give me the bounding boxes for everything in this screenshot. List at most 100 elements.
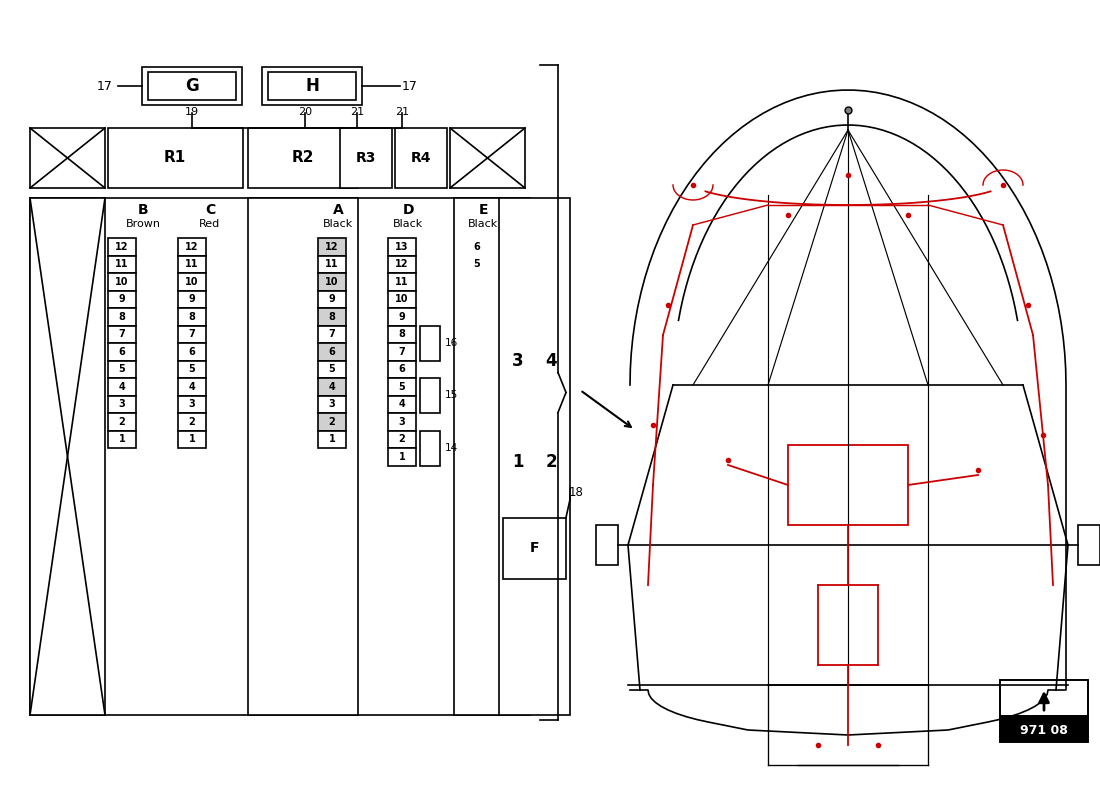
Text: 3: 3	[119, 399, 125, 410]
Bar	[388, 395, 416, 413]
Bar	[318, 395, 346, 413]
Text: 6: 6	[398, 364, 406, 374]
Bar	[248, 198, 358, 715]
Bar	[108, 413, 136, 430]
Bar	[1000, 680, 1088, 742]
Text: 8: 8	[188, 312, 196, 322]
Text: F: F	[530, 541, 539, 555]
Text: 2: 2	[329, 417, 336, 426]
Text: 5: 5	[398, 382, 406, 392]
Bar	[458, 238, 496, 255]
Bar	[108, 255, 136, 273]
Text: 7: 7	[398, 346, 406, 357]
Bar	[503, 308, 534, 413]
Text: 20: 20	[298, 107, 312, 117]
Text: R4: R4	[410, 151, 431, 165]
Text: 4: 4	[188, 382, 196, 392]
Text: Brown: Brown	[125, 219, 161, 229]
Bar	[420, 378, 440, 413]
Bar	[262, 67, 362, 105]
Bar	[340, 128, 392, 188]
Bar	[536, 308, 566, 413]
Bar	[318, 343, 346, 361]
Text: 1: 1	[513, 453, 524, 470]
Text: 1: 1	[119, 434, 125, 444]
Bar	[318, 308, 346, 326]
Text: B: B	[138, 203, 148, 217]
Bar	[318, 290, 346, 308]
Bar	[318, 413, 346, 430]
Text: 11: 11	[116, 259, 129, 270]
Bar	[420, 326, 440, 361]
Text: 971 08: 971 08	[1020, 723, 1068, 737]
Text: 10: 10	[326, 277, 339, 286]
Bar	[388, 238, 416, 255]
Bar	[318, 238, 346, 255]
Text: 12: 12	[326, 242, 339, 252]
Bar	[388, 290, 416, 308]
Text: 21: 21	[395, 107, 409, 117]
Bar	[178, 255, 206, 273]
Text: H: H	[305, 77, 319, 95]
Bar	[318, 361, 346, 378]
Text: 12: 12	[395, 259, 409, 270]
Bar	[318, 430, 346, 448]
Text: 6: 6	[329, 346, 336, 357]
Bar	[108, 430, 136, 448]
Bar	[178, 395, 206, 413]
Bar	[108, 238, 136, 255]
Bar	[178, 413, 206, 430]
Text: 3: 3	[188, 399, 196, 410]
Bar	[108, 395, 136, 413]
Text: 12: 12	[185, 242, 199, 252]
Text: 10: 10	[116, 277, 129, 286]
Text: 7: 7	[119, 330, 125, 339]
Bar	[148, 72, 236, 100]
Bar	[454, 198, 500, 715]
Text: 7: 7	[188, 330, 196, 339]
Bar	[388, 343, 416, 361]
Text: 2: 2	[188, 417, 196, 426]
Bar	[142, 67, 242, 105]
Text: 9: 9	[398, 312, 406, 322]
Bar	[388, 308, 416, 326]
Bar	[318, 273, 346, 290]
Bar	[108, 361, 136, 378]
Bar	[458, 255, 496, 273]
Bar	[395, 128, 447, 188]
Bar	[388, 378, 416, 395]
Text: 15: 15	[446, 390, 459, 401]
Text: 19: 19	[185, 107, 199, 117]
Text: 2: 2	[119, 417, 125, 426]
Bar	[788, 445, 908, 525]
Bar	[499, 198, 570, 715]
Text: 18: 18	[569, 486, 583, 499]
Text: 4: 4	[546, 351, 557, 370]
Text: 11: 11	[185, 259, 199, 270]
Text: 11: 11	[326, 259, 339, 270]
Bar	[318, 255, 346, 273]
Bar	[388, 430, 416, 448]
Text: Black: Black	[468, 219, 498, 229]
Text: Black: Black	[323, 219, 353, 229]
Bar	[388, 413, 416, 430]
Text: 1: 1	[329, 434, 336, 444]
Text: 2: 2	[398, 434, 406, 444]
Bar	[388, 448, 416, 466]
Text: 6: 6	[119, 346, 125, 357]
Bar	[388, 255, 416, 273]
Bar	[248, 128, 358, 188]
Text: 7: 7	[329, 330, 336, 339]
Text: 9: 9	[188, 294, 196, 304]
Text: 6: 6	[188, 346, 196, 357]
Bar	[108, 378, 136, 395]
Bar	[420, 430, 440, 466]
Text: E: E	[478, 203, 487, 217]
Text: 10: 10	[395, 294, 409, 304]
Bar	[1000, 715, 1088, 742]
Bar	[178, 430, 206, 448]
Bar	[108, 343, 136, 361]
Text: Red: Red	[199, 219, 221, 229]
Bar	[503, 418, 534, 506]
Bar	[30, 198, 530, 715]
